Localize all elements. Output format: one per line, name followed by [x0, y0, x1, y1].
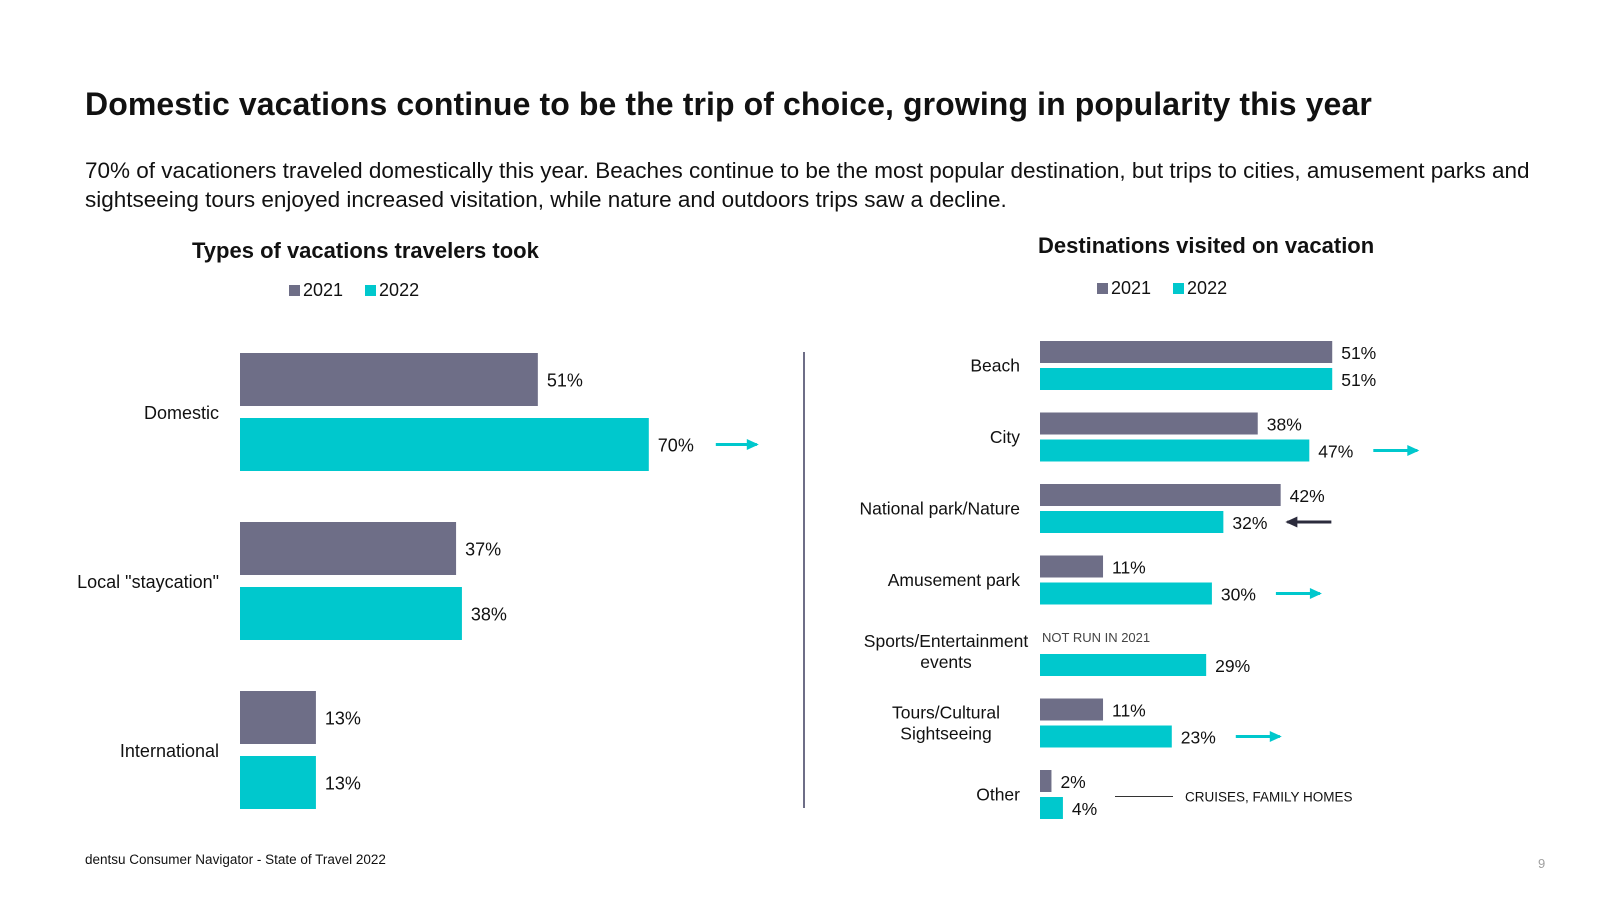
data-label-2021-beach: 51%	[1341, 343, 1376, 363]
chart-vacation-types: Domestic 51% 70% Local "staycation" 37% 38% In…	[77, 353, 759, 809]
legend-swatch-2021	[289, 285, 300, 296]
trend-arrow-domestic-head	[746, 439, 759, 450]
chart-divider	[803, 352, 805, 808]
bar-2021-local-staycation	[240, 522, 457, 575]
bar-2022-sports-entertainment-events	[1040, 654, 1207, 676]
category-label-beach: Beach	[970, 356, 1020, 376]
trend-arrow-tours-cultural-sightseeing-head	[1269, 731, 1282, 742]
legend-label-2021: 2021	[303, 280, 344, 300]
data-label-2022-amusement-park: 30%	[1221, 585, 1256, 605]
category-label-amusement-park: Amusement park	[888, 570, 1021, 590]
data-label-2021-local-staycation: 37%	[465, 540, 501, 560]
data-label-2022-tours-cultural-sightseeing: 23%	[1181, 728, 1216, 748]
chart-destinations: Beach 51% 51% City 38% 47% National park/Natur…	[860, 341, 1420, 819]
page-title: Domestic vacations continue to be the tr…	[85, 86, 1372, 122]
bar-2022-amusement-park	[1040, 582, 1212, 605]
data-label-2021-tours-cultural-sightseeing: 11%	[1112, 701, 1146, 721]
bar-2022-national-park-nature	[1040, 511, 1224, 533]
data-label-2022-international: 13%	[325, 774, 361, 794]
bar-2021-international	[240, 691, 316, 744]
legend-swatch-2021	[1097, 283, 1108, 294]
data-label-2021-other: 2%	[1060, 772, 1085, 792]
category-label-international: International	[120, 741, 219, 761]
bar-2021-national-park-nature	[1040, 484, 1281, 506]
category-label-sports-entertainment-events-line1: Sports/Entertainment	[864, 631, 1029, 651]
bar-2022-international	[240, 756, 316, 809]
data-label-2022-domestic: 70%	[658, 436, 694, 456]
data-label-2021-national-park-nature: 42%	[1290, 486, 1325, 506]
bar-2022-beach	[1040, 368, 1333, 390]
legend-label-2022: 2022	[379, 280, 420, 300]
category-label-tours-cultural-sightseeing-line1: Tours/Cultural	[892, 703, 1000, 723]
bar-2022-local-staycation	[240, 587, 462, 640]
bar-2021-domestic	[240, 353, 538, 406]
legend-label-2021: 2021	[1111, 278, 1152, 298]
bar-2021-city	[1040, 412, 1258, 435]
category-label-tours-cultural-sightseeing-line2: Sightseeing	[900, 724, 991, 744]
data-label-2022-city: 47%	[1318, 442, 1353, 462]
chart-title-vacation-types: Types of vacations travelers took	[192, 238, 539, 263]
data-label-2022-beach: 51%	[1341, 370, 1376, 390]
trend-arrow-national-park-nature-head	[1285, 516, 1298, 528]
bar-2021-tours-cultural-sightseeing	[1040, 698, 1104, 721]
trend-arrow-city-head	[1407, 445, 1420, 456]
category-label-other: Other	[976, 785, 1020, 805]
data-label-2021-amusement-park: 11%	[1112, 558, 1146, 578]
bar-2022-domestic	[240, 418, 649, 471]
category-label-national-park-nature: National park/Nature	[860, 499, 1021, 519]
bar-2022-other	[1040, 797, 1063, 819]
chart-title-destinations: Destinations visited on vacation	[1038, 233, 1375, 258]
annotation-other-note: CRUISES, FAMILY HOMES	[1185, 790, 1353, 805]
footer-source: dentsu Consumer Navigator - State of Tra…	[85, 852, 386, 867]
bar-2022-city	[1040, 439, 1310, 462]
legend-swatch-2022	[365, 285, 377, 296]
bar-2022-tours-cultural-sightseeing	[1040, 725, 1172, 748]
annotation-not-run-2021: NOT RUN IN 2021	[1042, 630, 1150, 645]
data-label-2022-other: 4%	[1072, 799, 1097, 819]
trend-arrow-amusement-park-head	[1309, 588, 1322, 599]
category-label-city: City	[990, 427, 1020, 447]
bar-2021-other	[1040, 770, 1052, 792]
data-label-2021-city: 38%	[1267, 415, 1302, 435]
page-number: 9	[1538, 856, 1546, 871]
category-label-sports-entertainment-events-line2: events	[920, 652, 972, 672]
legend-label-2022: 2022	[1187, 278, 1228, 298]
bar-2021-amusement-park	[1040, 555, 1104, 578]
category-label-domestic: Domestic	[144, 403, 219, 423]
page-subtitle: 70% of vacationers traveled domestically…	[85, 158, 1530, 212]
data-label-2021-domestic: 51%	[547, 371, 583, 391]
legend-destinations: 2021 2022	[1097, 278, 1249, 299]
data-label-2022-national-park-nature: 32%	[1232, 513, 1267, 533]
bar-2021-beach	[1040, 341, 1333, 363]
legend-swatch-2022	[1173, 283, 1185, 294]
data-label-2022-sports-entertainment-events: 29%	[1215, 656, 1250, 676]
data-label-2021-international: 13%	[325, 709, 361, 729]
category-label-local-staycation: Local "staycation"	[77, 572, 219, 592]
legend-vacation-types: 2021 2022	[289, 280, 441, 301]
data-label-2022-local-staycation: 38%	[471, 605, 507, 625]
